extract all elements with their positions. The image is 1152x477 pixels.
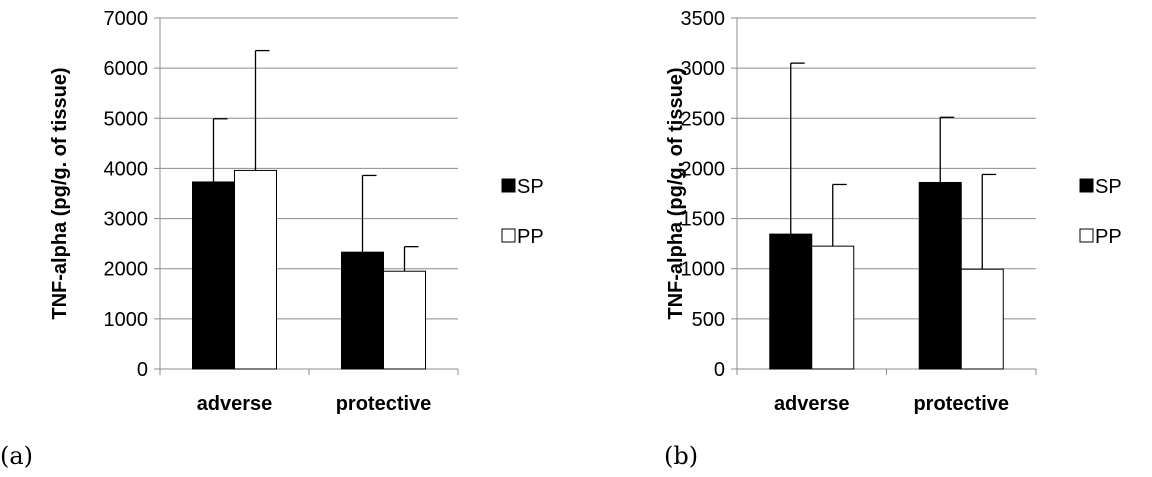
bar-pp-adverse xyxy=(234,169,277,370)
legend-label-pp: PP xyxy=(517,226,544,248)
y-tick-label: 1000 xyxy=(104,309,149,331)
y-tick-label: 5000 xyxy=(104,108,149,130)
y-tick-label: 500 xyxy=(692,309,725,331)
legend-swatch-sp xyxy=(1079,178,1094,193)
chart-panel-b: 0 500 1000 1500 2000 2500 3000 3500 adverse prote… xyxy=(664,8,1122,470)
y-tick-label: 3000 xyxy=(104,209,149,231)
y-axis-title: TNF-alpha (pg/g. of tissue) xyxy=(49,67,71,319)
x-category-label: protective xyxy=(336,393,432,415)
y-tick-label: 3000 xyxy=(681,58,726,80)
y-tick-label: 3500 xyxy=(681,8,726,30)
y-tick-label: 2500 xyxy=(681,108,726,130)
y-tick-label: 0 xyxy=(714,359,725,381)
y-tick-label: 1000 xyxy=(681,259,726,281)
bar-sp-adverse xyxy=(769,233,813,370)
y-axis-title: TNF-alpha (pg/g. of tissue) xyxy=(665,67,687,319)
panel-label: (b) xyxy=(664,442,698,470)
y-tick-label: 2000 xyxy=(104,259,149,281)
panel-label: (a) xyxy=(0,442,33,470)
legend-label-pp: PP xyxy=(1095,226,1122,248)
legend-swatch-pp xyxy=(501,228,516,243)
x-category-label: adverse xyxy=(197,393,273,415)
x-category-label: protective xyxy=(913,393,1009,415)
bar-pp-protective xyxy=(960,268,1004,370)
y-tick-label: 0 xyxy=(137,359,148,381)
y-tick-label: 1500 xyxy=(681,209,726,231)
bar-sp-protective xyxy=(341,251,384,370)
y-tick-label: 6000 xyxy=(104,58,149,80)
legend-label-sp: SP xyxy=(517,176,544,198)
bar-pp-protective xyxy=(383,270,426,370)
y-tick-label: 2000 xyxy=(681,158,726,180)
y-tick-label: 7000 xyxy=(104,8,149,30)
chart-panel-a: 0 1000 2000 3000 4000 5000 6000 7000 adverse prot… xyxy=(0,8,544,470)
y-tick-label: 4000 xyxy=(104,158,149,180)
bar-pp-adverse xyxy=(811,245,855,370)
legend-swatch-sp xyxy=(501,178,516,193)
x-category-label: adverse xyxy=(774,393,850,415)
legend-label-sp: SP xyxy=(1095,176,1122,198)
bar-sp-protective xyxy=(918,181,962,370)
legend-swatch-pp xyxy=(1079,228,1094,243)
bar-sp-adverse xyxy=(192,181,235,370)
